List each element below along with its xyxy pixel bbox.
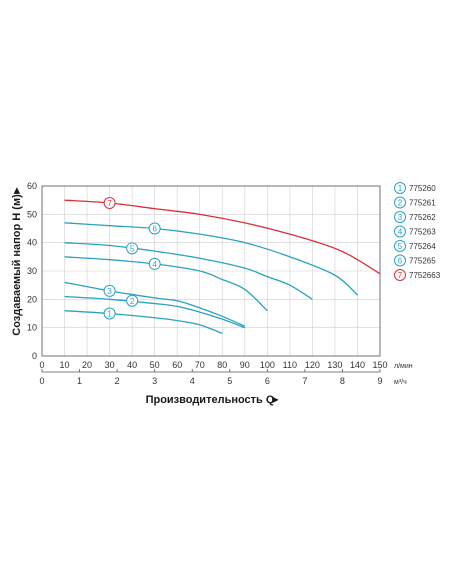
- curve-marker-5: [126, 242, 139, 255]
- legend-marker-label: 6: [398, 257, 403, 266]
- y-tick-label: 50: [27, 209, 37, 219]
- secondary-x-tick-label: 4: [190, 376, 195, 386]
- y-tick-label: 20: [27, 294, 37, 304]
- secondary-x-tick-label: 7: [302, 376, 307, 386]
- curve-marker-1: [103, 307, 116, 320]
- x-tick-label: 40: [127, 360, 137, 370]
- x-tick-label: 20: [82, 360, 92, 370]
- x-tick-label: 90: [240, 360, 250, 370]
- curve-labels: 1 2 3 4 5 6 7: [103, 197, 161, 320]
- y-tick-label: 0: [32, 351, 37, 361]
- curve-marker-4: [148, 257, 161, 270]
- y-axis-title-arrow: ►: [11, 185, 23, 196]
- legend-marker-label: 7: [398, 271, 403, 280]
- x-tick-label: 0: [39, 360, 44, 370]
- curves: [64, 199, 381, 334]
- series-line-775264: [64, 242, 313, 300]
- series-line-775261: [64, 295, 246, 329]
- legend-label: 7752663: [409, 271, 441, 280]
- x-tick-label: 100: [260, 360, 275, 370]
- y-tick-label: 40: [27, 238, 37, 248]
- secondary-x-tick-label: 9: [377, 376, 382, 386]
- secondary-x-tick-label: 5: [227, 376, 232, 386]
- x-tick-label: 120: [305, 360, 320, 370]
- x-axis-title-arrow: ►: [270, 394, 281, 406]
- series-line-775265: [64, 222, 358, 296]
- grid: [41, 185, 381, 357]
- x-tick-label: 60: [172, 360, 182, 370]
- curve-marker-label: 7: [107, 199, 112, 208]
- legend-marker-label: 1: [398, 184, 403, 193]
- curve-marker-6: [148, 222, 161, 235]
- legend-marker-label: 3: [398, 213, 403, 222]
- curve-marker-label: 5: [130, 244, 135, 253]
- secondary-x-tick-label: 1: [77, 376, 82, 386]
- curve-marker-label: 1: [107, 310, 112, 319]
- legend-label: 775262: [409, 213, 436, 222]
- x-unit-top-label: л/мин: [394, 363, 413, 370]
- legend: 1 775260 2 775261 3 775262 4 775263 5 775264 6 7752…: [394, 182, 441, 281]
- x-tick-label: 30: [105, 360, 115, 370]
- legend-label: 775265: [409, 257, 436, 266]
- y-axis-title: Создаваемый напор H (м): [11, 194, 23, 336]
- legend-marker-label: 2: [398, 199, 403, 208]
- legend-marker-3: [394, 211, 406, 223]
- legend-label: 775263: [409, 228, 436, 237]
- x-tick-label: 140: [350, 360, 365, 370]
- x-tick-label: 110: [283, 360, 297, 370]
- y-tick-label: 60: [27, 181, 37, 191]
- secondary-x-tick-label: 8: [340, 376, 345, 386]
- x-unit-bottom-label: м³/ч: [394, 379, 407, 386]
- series-line-7752663: [64, 199, 381, 275]
- legend-label: 775264: [409, 242, 436, 251]
- plot-frame: [41, 185, 381, 357]
- legend-marker-4: [394, 225, 406, 238]
- legend-marker-label: 5: [398, 242, 403, 251]
- curve-marker-7: [103, 197, 116, 209]
- series-line-775260: [64, 310, 223, 334]
- legend-marker-7: [394, 269, 406, 281]
- secondary-x-tick-label: 0: [39, 376, 44, 386]
- legend-marker-2: [394, 196, 406, 209]
- legend-marker-6: [394, 254, 406, 267]
- secondary-x-tick-label: 6: [265, 376, 270, 386]
- x-axis-title: Производительность Q: [146, 394, 275, 406]
- curve-marker-2: [126, 294, 139, 307]
- legend-marker-1: [394, 182, 406, 194]
- curve-marker-3: [103, 284, 116, 297]
- curve-marker-label: 2: [130, 297, 135, 306]
- legend-label: 775260: [409, 184, 436, 193]
- legend-marker-label: 4: [398, 228, 403, 237]
- x-tick-label: 70: [195, 360, 205, 370]
- legend-label: 775261: [409, 199, 436, 208]
- legend-marker-5: [394, 240, 406, 252]
- x-tick-label: 10: [60, 360, 70, 370]
- curve-marker-label: 6: [152, 225, 157, 234]
- series-line-775263: [64, 256, 268, 312]
- x-tick-label: 50: [150, 360, 160, 370]
- curve-marker-label: 3: [107, 287, 112, 296]
- x-tick-label: 150: [372, 360, 387, 370]
- curve-marker-label: 4: [152, 260, 157, 269]
- secondary-x-tick-label: 2: [115, 376, 120, 386]
- x-tick-label: 130: [327, 360, 342, 370]
- secondary-x-tick-label: 3: [152, 376, 157, 386]
- x-tick-label: 80: [217, 360, 227, 370]
- y-tick-label: 10: [27, 323, 37, 333]
- y-tick-label: 30: [27, 266, 37, 276]
